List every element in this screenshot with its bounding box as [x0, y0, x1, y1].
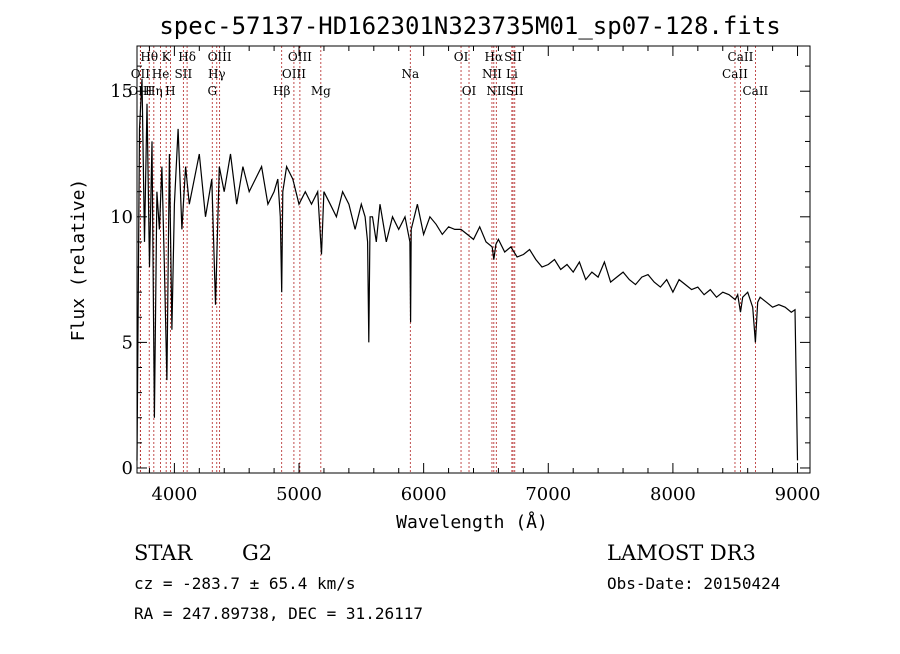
spectral-line-markers [139, 46, 756, 473]
spectral-line-label: Mg [311, 84, 331, 98]
spectral-line-label: Hγ [208, 67, 226, 81]
x-tick-label: 8000 [650, 484, 696, 505]
spectral-line-label: CaII [742, 84, 768, 98]
y-axis-label: Flux (relative) [68, 179, 89, 342]
spectral-line-label: NII [482, 67, 502, 81]
chart-title: spec-57137-HD162301N323735M01_sp07-128.f… [159, 12, 780, 40]
plot-frame [136, 45, 811, 474]
spectral-line-label: Li [506, 67, 518, 81]
spectral-line-label: G [207, 84, 217, 98]
x-axis-label: Wavelength (Å) [396, 511, 548, 533]
y-tick-label: 0 [122, 458, 133, 479]
x-tick-label: 4000 [151, 484, 197, 505]
spectral-line-label: Hα [485, 50, 504, 64]
spectral-line-label: CaII [728, 50, 754, 64]
x-axis: 4000 5000 6000 7000 8000 9000 [148, 46, 821, 505]
spectral-line-label: OIII [208, 50, 232, 64]
observation-date: Obs-Date: 20150424 [607, 574, 780, 593]
spectral-line-label: NII [486, 84, 506, 98]
x-tick-label: 6000 [401, 484, 447, 505]
object-class: STAR [134, 541, 193, 565]
spectrum-line [136, 78, 799, 461]
spectral-line-label: SII [175, 67, 193, 81]
spectral-line-label: OI [462, 84, 477, 98]
spectral-line-label: He [152, 67, 170, 81]
spectral-line-label: Hη [145, 84, 163, 98]
x-tick-label: 7000 [525, 484, 571, 505]
x-tick-label: 5000 [276, 484, 322, 505]
y-tick-label: 10 [110, 207, 133, 228]
spectral-line-label: K [162, 50, 172, 64]
spectral-line-label: SII [506, 84, 524, 98]
survey-name: LAMOST DR3 [607, 541, 756, 565]
spectral-line-label: Hθ [140, 50, 158, 64]
coordinates: RA = 247.89738, DEC = 31.26117 [134, 604, 423, 623]
spectral-line-label: Na [401, 67, 419, 81]
spectral-line-label: Hβ [273, 84, 290, 98]
y-tick-label: 5 [122, 332, 133, 353]
spectral-line-label: SII [504, 50, 522, 64]
spectral-line-label: OIII [288, 50, 312, 64]
spectral-line-label: H [165, 84, 175, 98]
spectral-line-label: OI [454, 50, 469, 64]
y-tick-label: 15 [110, 81, 133, 102]
x-tick-label: 9000 [775, 484, 821, 505]
y-axis: 0 5 10 15 [110, 65, 810, 479]
redshift-value: cz = -283.7 ± 65.4 km/s [134, 574, 356, 593]
spectral-line-label: OIII [282, 67, 306, 81]
object-subclass: G2 [242, 541, 272, 565]
spectral-line-label: CaII [722, 67, 748, 81]
spectral-line-label: Hδ [178, 50, 196, 64]
spectral-line-label: OII [131, 67, 151, 81]
